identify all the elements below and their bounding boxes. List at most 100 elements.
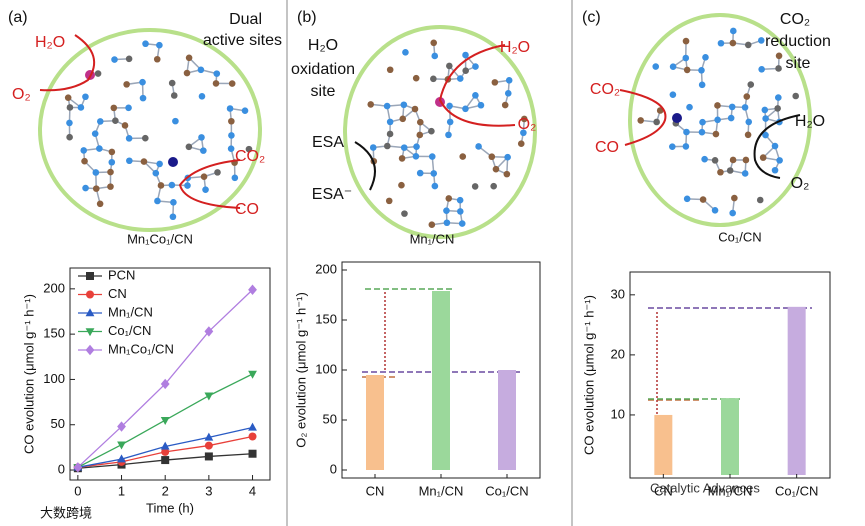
bar [787,306,806,475]
atom [741,170,749,177]
marker [160,417,170,426]
x-tick-label: 3 [205,483,212,498]
atom [214,169,221,176]
atom [762,115,769,122]
atom [758,65,765,73]
atom [108,158,116,166]
support-ring [38,28,262,232]
y-tick-label: 0 [58,461,65,476]
atom [669,63,677,71]
atom [228,132,235,139]
atom [384,142,391,150]
illustration-label: CO [595,139,619,156]
atom [652,63,660,70]
atom [504,153,511,161]
bar [654,414,673,475]
atom [183,69,191,77]
atom [761,106,769,114]
y-tick-label: 0 [330,461,337,476]
legend-marker [85,344,95,356]
watermark: Catalytic Advances [650,480,760,495]
bar [498,370,516,470]
atom [369,144,377,151]
atom [488,153,496,161]
atom [698,66,705,74]
atom [505,77,513,84]
y-tick-label: 100 [43,371,65,386]
x-tick-label: 0 [74,483,81,498]
atom [184,182,191,189]
atom [142,40,149,48]
y-tick-label: 10 [611,406,625,421]
atom [413,143,420,150]
atom [711,157,719,164]
x-tick-label: 2 [162,483,169,498]
atom [471,183,479,190]
marker [204,326,214,337]
marker [117,441,126,450]
illustration-label: site [311,83,336,100]
atom [202,186,209,193]
atom [398,155,406,162]
illustration-label: CO₂ [780,11,810,28]
x-tick-label: Co₁/CN [485,483,528,498]
atom [66,104,74,111]
atom [653,118,660,126]
watermark: 大数跨境 [40,505,92,520]
x-tick-label: Mn₁/CN [419,483,464,498]
atom [140,158,148,165]
atom [712,130,720,138]
illustration-label: oxidation [291,61,355,78]
atom [385,197,393,205]
atom [711,206,719,214]
atom [169,213,177,221]
atom [743,93,751,100]
atom [241,107,249,115]
marker [160,441,170,450]
metal-atom [168,157,178,167]
atom [775,52,783,60]
atom [446,118,454,126]
atom [475,143,482,150]
illustration-label: CO₂ [235,148,265,165]
atom [107,183,114,190]
y-axis-label: CO evolution (μmol g⁻¹ h⁻¹) [21,294,36,454]
illustration-label: Dual [229,11,262,28]
atom [472,92,479,99]
atom [756,196,764,204]
atom [771,142,779,150]
bar [432,291,450,470]
x-tick-label: Mn₁/CN [708,483,753,498]
atom [717,168,724,176]
atom [386,130,394,138]
atom [402,49,409,56]
panel-label: (c) [582,9,601,26]
atom [96,200,104,208]
atom [92,185,100,192]
atom [123,81,130,88]
atom [64,94,72,101]
atom [428,153,436,160]
atom [759,154,767,161]
atom [228,80,236,87]
atom [213,70,221,77]
illustration-label: CO [235,201,259,218]
atom [742,156,750,164]
atom [431,182,439,190]
atom [504,90,512,97]
atom [698,81,706,89]
atom [501,101,509,109]
panel-caption: Mn₁Co₁/CN [127,231,193,246]
atom [686,103,693,111]
atom [462,51,469,59]
legend-marker [86,272,94,280]
marker [204,452,213,461]
atom [139,94,147,102]
marker [73,462,83,473]
atom [66,133,73,141]
y-axis-label: CO evolution (μmol g⁻¹ h⁻¹) [581,295,596,455]
atom [682,54,690,62]
atom [386,118,394,126]
atom [717,39,725,47]
atom [741,104,749,111]
